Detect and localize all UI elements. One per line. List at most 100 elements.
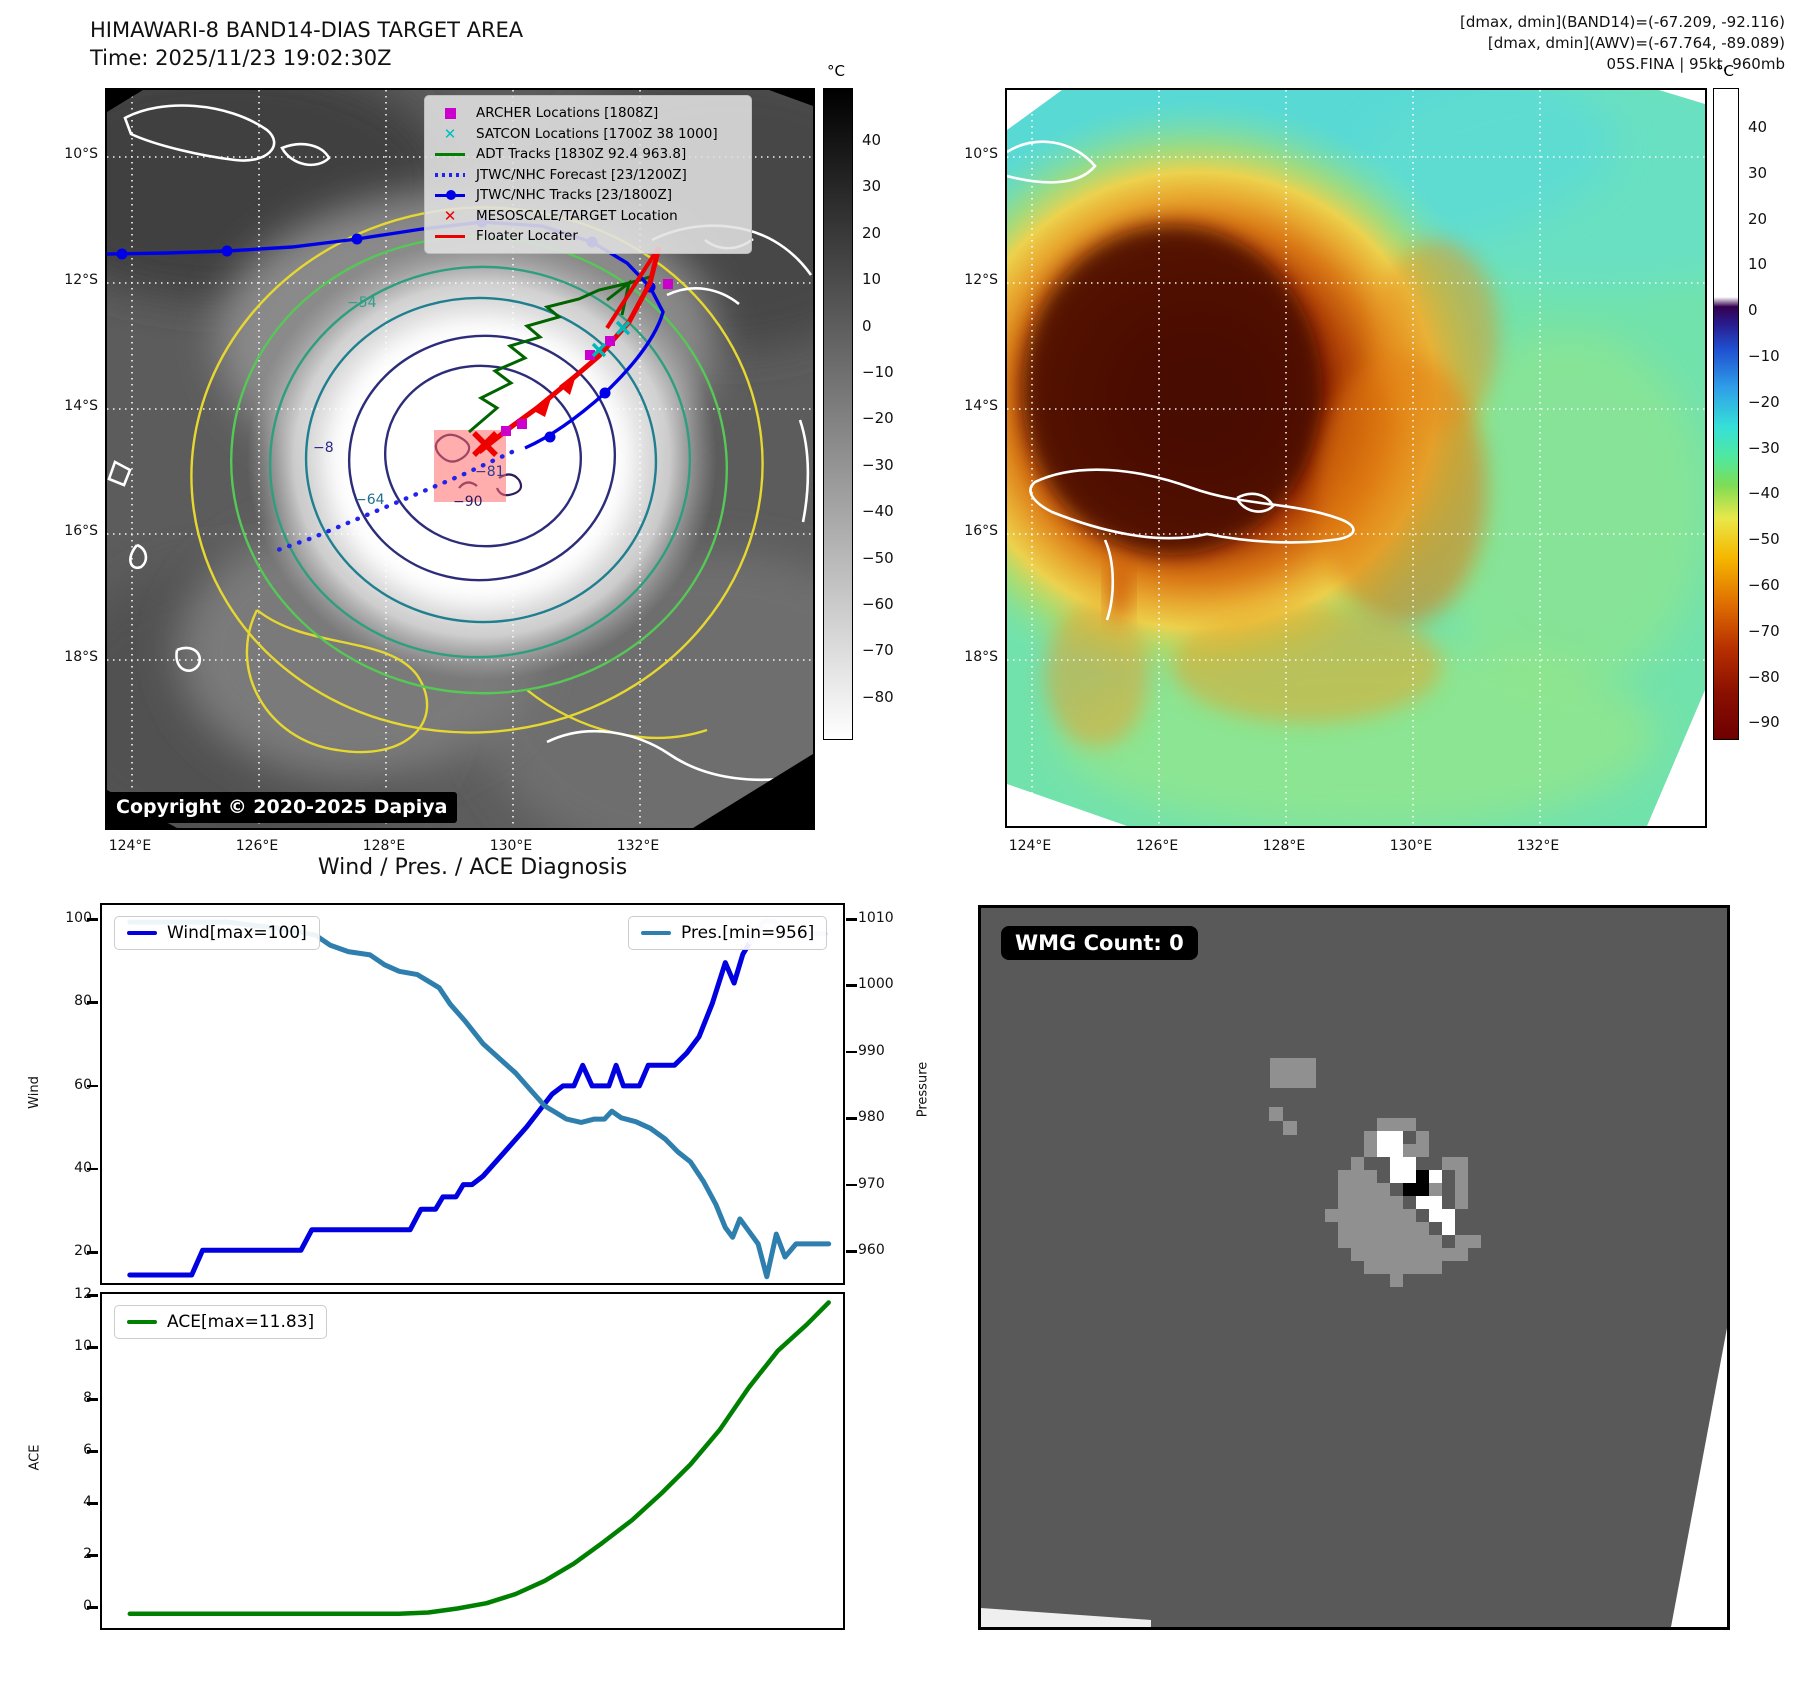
wmg-pixel: [1377, 1144, 1390, 1157]
lon-label: 128°E: [1262, 838, 1306, 854]
colorbar-tick: 40: [862, 131, 882, 149]
ace-legend-swatch: [127, 1319, 157, 1325]
wmg-pixel: [1455, 1196, 1468, 1209]
adt-track: [468, 275, 651, 434]
legend-item-label: Floater Locater: [476, 228, 578, 245]
image-corner-wedge: [1671, 1328, 1727, 1627]
colorbar-tick: 20: [1748, 209, 1768, 228]
wind-tick: 60: [74, 1076, 92, 1093]
ace-tick: 2: [42, 1546, 92, 1562]
lon-label: 126°E: [235, 838, 279, 854]
wmg-pixel: [1429, 1261, 1442, 1274]
diagnosis-title: Wind / Pres. / ACE Diagnosis: [317, 855, 628, 880]
wmg-pixel: [1442, 1209, 1455, 1222]
left-colorbar: [823, 88, 853, 740]
wmg-pixel: [1377, 1261, 1390, 1274]
wmg-pixel: [1364, 1131, 1377, 1144]
lon-label: 132°E: [616, 838, 660, 854]
floater-line-branch: [605, 245, 661, 330]
wmg-pixel: [1351, 1209, 1364, 1222]
tick-mark: [846, 1183, 857, 1187]
dotted-legend-marker: [433, 172, 467, 177]
wmg-pixel: [1429, 1248, 1442, 1261]
series-line: [127, 939, 753, 1278]
lat-label: 16°S: [64, 523, 98, 539]
colorbar-tick: −60: [862, 595, 894, 613]
lat-label: 16°S: [964, 523, 998, 539]
wmg-pixel: [1403, 1261, 1416, 1274]
wmg-pixel: [1325, 1209, 1338, 1222]
wmg-pixel: [1364, 1170, 1377, 1183]
wmg-pixel: [1416, 1248, 1429, 1261]
wmg-pixel: [1403, 1235, 1416, 1248]
lon-label: 132°E: [1516, 838, 1560, 854]
lat-label: 18°S: [964, 649, 998, 665]
wmg-pixel: [1455, 1235, 1468, 1248]
ace-tick: 0: [42, 1598, 92, 1614]
wmg-pixel: [1364, 1222, 1377, 1235]
wind-pressure-chart: [100, 903, 845, 1285]
map-legend: ARCHER Locations [1808Z] ✕ SATCON Location…: [424, 95, 752, 254]
wmg-pixel: [1429, 1196, 1442, 1209]
wmg-pixel: [1403, 1170, 1416, 1183]
right-colorbar: [1713, 88, 1739, 740]
lat-label: 12°S: [964, 272, 998, 288]
wmg-pixel: [1390, 1235, 1403, 1248]
wmg-pixel: [1390, 1274, 1403, 1287]
pressure-tick: 980: [858, 1109, 885, 1126]
wmg-pixel: [1351, 1222, 1364, 1235]
wmg-pixel: [1416, 1144, 1429, 1157]
colorbar-tick: −80: [862, 687, 894, 706]
wmg-pixel: [1390, 1170, 1403, 1183]
colorbar-tick: −40: [862, 502, 894, 521]
colorbar-tick: 0: [862, 316, 872, 335]
dmax-dmin-awv: [dmax, dmin](AWV)=(-67.764, -89.089): [1487, 34, 1785, 52]
tick-mark: [87, 918, 98, 921]
ace-chart: [100, 1292, 845, 1630]
lon-label: 130°E: [1389, 838, 1433, 854]
tick-mark: [846, 1050, 857, 1054]
series-line: [127, 1300, 831, 1617]
legend-item: JTWC/NHC Tracks [23/1800Z]: [433, 185, 741, 206]
x-legend-marker: ✕: [443, 206, 457, 225]
wmg-panel: WMG Count: 0: [978, 905, 1730, 1630]
wmg-pixel: [1390, 1131, 1403, 1144]
tick-mark: [87, 1606, 98, 1609]
legend-item-label: MESOSCALE/TARGET Location: [476, 207, 678, 224]
colorbar-tick: −30: [862, 455, 894, 474]
lon-label: 128°E: [362, 838, 406, 854]
tick-mark: [87, 1502, 98, 1505]
wmg-pixel-block: [1269, 1107, 1283, 1121]
wmg-pixel: [1416, 1196, 1429, 1209]
ace-axis-label: ACE: [27, 1444, 43, 1471]
lon-label: 124°E: [1008, 838, 1052, 854]
ace-tick: 6: [42, 1442, 92, 1458]
tick-mark: [87, 1167, 98, 1171]
pressure-tick: 1000: [858, 976, 894, 993]
awv-map: [1007, 90, 1705, 826]
tick-mark: [87, 1554, 98, 1557]
wind-axis-label: Wind: [26, 1076, 42, 1109]
copyright: Copyright © 2020-2025 Dapiya: [108, 792, 458, 823]
jtwc-forecast-track: [269, 449, 515, 555]
ace-legend-label: ACE[max=11.83]: [167, 1312, 315, 1332]
colorbar-tick: −30: [1748, 438, 1780, 457]
graticule: [1007, 90, 1705, 826]
wind-tick: 100: [65, 910, 92, 926]
wmg-pixel: [1403, 1222, 1416, 1235]
wmg-pixel: [1416, 1261, 1429, 1274]
wmg-pixel: [1429, 1209, 1442, 1222]
tick-mark: [846, 1117, 857, 1120]
legend-item: ✕ MESOSCALE/TARGET Location: [433, 206, 741, 227]
tick-mark: [846, 984, 857, 987]
wmg-pixel: [1377, 1235, 1390, 1248]
legend-item: ADT Tracks [1830Z 92.4 963.8]: [433, 144, 741, 165]
wmg-pixel: [1338, 1183, 1351, 1196]
ace-tick: 8: [42, 1390, 92, 1406]
legend-item: JTWC/NHC Forecast [23/1200Z]: [433, 165, 741, 186]
lat-label: 10°S: [64, 146, 98, 162]
x-legend-marker: ✕: [443, 124, 457, 143]
ace-tick: 4: [42, 1494, 92, 1510]
wmg-pixel: [1377, 1222, 1390, 1235]
